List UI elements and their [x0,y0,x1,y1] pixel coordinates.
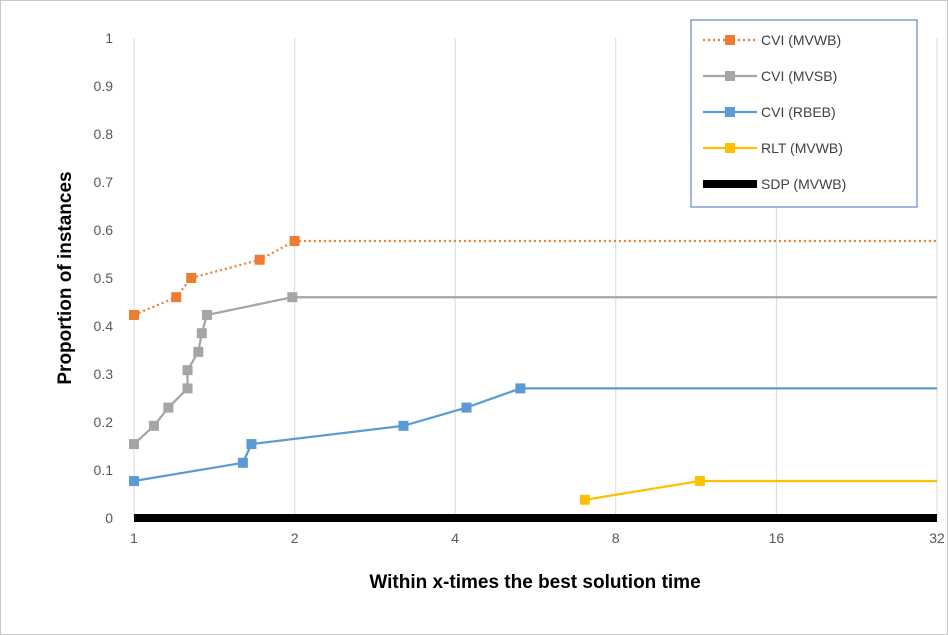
series-cvi-mvsb [129,292,937,450]
legend-marker [725,143,735,153]
y-tick-label: 0 [105,510,113,526]
data-point [193,346,204,357]
x-tick-label: 4 [451,530,459,546]
series-line [133,296,937,445]
legend: CVI (MVWB) CVI (MVSB) CVI (RBEB) RLT (MVWB)… [690,19,918,208]
legend-item: CVI (MVWB) [703,32,841,48]
data-point [201,309,212,320]
series-rlt-mvwb [579,476,937,505]
legend-label: SDP (MVWB) [761,176,846,192]
legend-item: CVI (RBEB) [703,104,836,120]
data-point [237,457,248,468]
x-tick-labels: 1 2 4 8 16 32 [130,530,945,546]
data-point [694,476,705,487]
data-point [461,402,472,413]
y-tick-label: 0.2 [94,414,114,430]
data-point [579,494,590,505]
y-tick-label: 0.7 [94,174,114,190]
y-tick-label: 0.9 [94,78,114,94]
data-point [289,236,300,247]
y-tick-labels: 0 0.1 0.2 0.3 0.4 0.5 0.6 0.7 0.8 0.9 1 [94,30,114,526]
y-axis-title: Proportion of instances [55,171,76,384]
data-point [171,292,182,303]
y-tick-label: 0.4 [94,318,114,334]
series-line [133,387,937,483]
legend-item: RLT (MVWB) [703,140,843,156]
data-point [196,328,207,339]
y-tick-label: 0.6 [94,222,114,238]
data-point [254,254,265,265]
legend-item: SDP (MVWB) [703,176,846,192]
legend-marker [725,35,735,45]
y-tick-label: 0.1 [94,462,114,478]
y-tick-label: 0.8 [94,126,114,142]
legend-label: CVI (RBEB) [761,104,836,120]
legend-label: CVI (MVWB) [761,32,841,48]
data-point [186,273,197,283]
data-point [182,383,193,394]
series-line [584,479,937,501]
y-tick-label: 1 [105,30,113,46]
data-point [163,402,174,413]
data-point [398,420,409,431]
legend-label: CVI (MVSB) [761,68,837,84]
data-point [129,476,139,487]
legend-marker [725,71,735,81]
x-tick-label: 8 [612,530,620,546]
legend-marker [725,107,735,117]
y-tick-label: 0.3 [94,366,114,382]
series-cvi-mvwb [129,236,937,320]
data-point [182,365,193,376]
series-cvi-rbeb [129,383,937,487]
data-point [129,309,139,320]
series-line [133,239,937,317]
plot-area-series [129,236,937,522]
data-point [148,420,159,431]
legend-label: RLT (MVWB) [761,140,843,156]
x-tick-label: 32 [929,530,945,546]
x-tick-label: 1 [130,530,138,546]
x-tick-label: 16 [769,530,785,546]
legend-item: CVI (MVSB) [703,68,837,84]
data-point [287,292,298,303]
data-point [129,439,139,450]
x-tick-label: 2 [291,530,299,546]
data-point [246,439,257,450]
y-tick-label: 0.5 [94,270,114,286]
x-axis-title: Within x-times the best solution time [369,572,700,593]
data-point [515,383,526,394]
